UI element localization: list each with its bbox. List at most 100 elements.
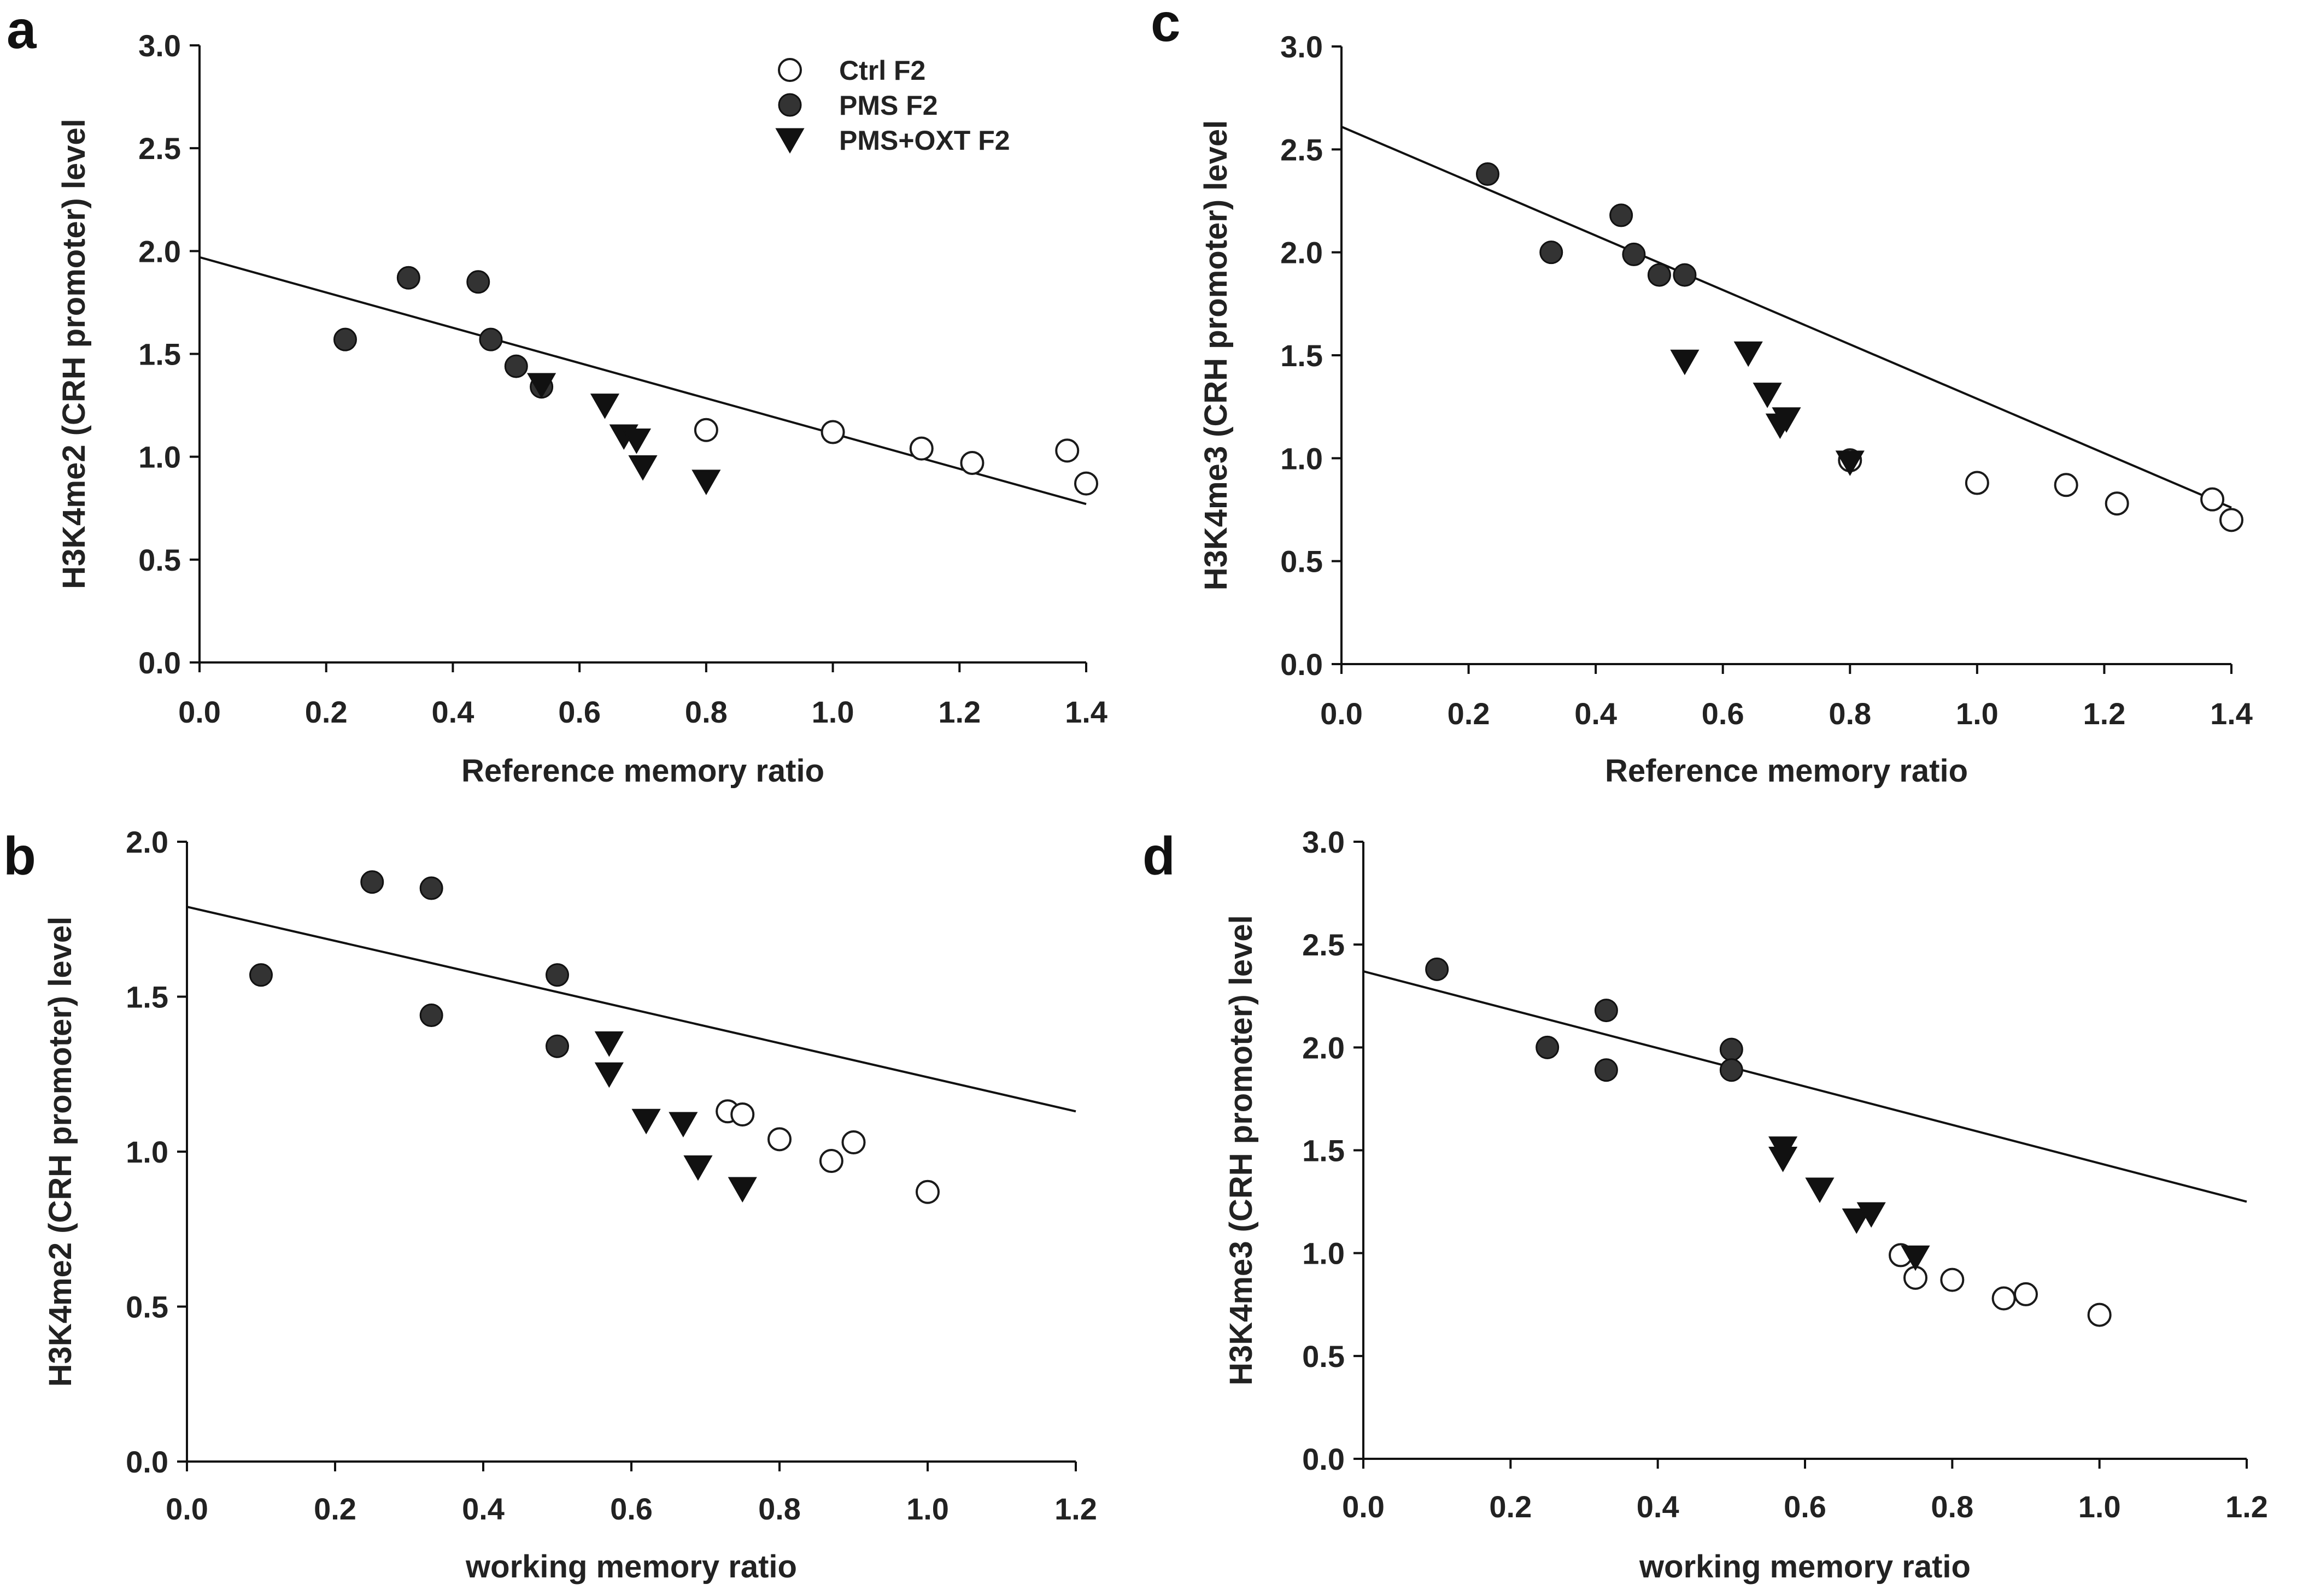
x-tick-label: 0.4 (1574, 696, 1617, 731)
legend-marker (778, 58, 802, 82)
y-axis-title: H3K4me2 (CRH promoter) level (56, 119, 92, 589)
data-point (360, 870, 384, 894)
x-tick-label: 0.8 (1829, 696, 1871, 731)
data-point (594, 1062, 624, 1088)
series-ctrl-f2 (694, 418, 1098, 496)
data-point (1609, 203, 1633, 227)
data-point (960, 450, 985, 475)
y-tick-label: 1.5 (126, 980, 168, 1014)
data-point (527, 373, 556, 398)
x-tick-label: 0.8 (758, 1492, 801, 1526)
data-point (590, 394, 620, 419)
data-point (2200, 487, 2225, 512)
series-pms-oxt-f2 (594, 1031, 757, 1203)
series-pms-f2 (1475, 162, 1697, 287)
y-tick-label: 1.0 (1280, 441, 1323, 476)
x-tick-label: 0.0 (166, 1492, 208, 1526)
data-point (1940, 1268, 1965, 1292)
data-point (631, 1108, 661, 1135)
x-tick-label: 1.2 (2225, 1489, 2268, 1524)
x-tick-label: 1.4 (2210, 696, 2253, 731)
x-axis-title: working memory ratio (465, 1549, 797, 1585)
data-point (1772, 407, 1801, 433)
panel-b: b 0.0 0.2 0.4 0.6 0.8 1.0 1.2 0.0 0.5 1.0 1.5 2.0 wor… (3, 825, 1097, 1585)
data-point (692, 470, 721, 495)
y-tick-label: 1.0 (1302, 1236, 1345, 1271)
data-point (1594, 999, 1618, 1023)
legend-marker (778, 93, 802, 117)
x-tick-label: 0.6 (610, 1492, 653, 1526)
series-pms-f2 (333, 266, 554, 399)
data-point (841, 1130, 866, 1154)
data-point (683, 1155, 713, 1181)
y-tick-label: 3.0 (1302, 825, 1345, 859)
data-point (728, 1177, 757, 1203)
series-pms-f2 (1425, 957, 1743, 1082)
data-point (1753, 383, 1782, 408)
data-point (1594, 1058, 1618, 1082)
data-point (1475, 162, 1499, 186)
regression-line (186, 906, 1076, 1113)
series-ctrl-f2 (716, 1099, 940, 1204)
data-point (2105, 491, 2129, 516)
data-point (1719, 1037, 1743, 1061)
x-tick-label: 1.0 (812, 695, 854, 729)
x-tick-label: 0.4 (462, 1492, 505, 1526)
legend-label: PMS F2 (839, 90, 938, 121)
panel-letter: d (1142, 826, 1175, 886)
series-ctrl-f2 (1889, 1243, 2112, 1327)
legend-label: PMS+OXT F2 (839, 125, 1010, 156)
panel-a: a 0.0 0.2 0.4 0.6 0.8 1.0 1.2 1.4 0.0 0.5 1.0 1.5 2.0… (7, 0, 1107, 789)
data-point (1539, 240, 1563, 265)
data-point (819, 1149, 843, 1173)
data-point (479, 327, 503, 351)
panel-letter: b (3, 826, 36, 886)
data-point (2014, 1282, 2038, 1306)
series-pms-f2 (249, 870, 569, 1058)
data-point (1425, 957, 1449, 981)
x-axis-title: working memory ratio (1639, 1549, 1971, 1585)
data-point (1055, 438, 1080, 463)
x-tick-label: 0.8 (1931, 1489, 1973, 1524)
y-axis-title: H3K4me3 (CRH promoter) level (1198, 120, 1234, 591)
panel-letter: c (1151, 0, 1181, 52)
data-point (1901, 1245, 1930, 1271)
data-point (1733, 341, 1763, 367)
data-point (1647, 263, 1671, 287)
data-point (628, 455, 658, 481)
x-tick-label: 1.2 (1054, 1492, 1097, 1526)
x-tick-label: 0.8 (685, 695, 728, 729)
data-point (2219, 508, 2243, 532)
data-point (694, 418, 718, 442)
legend-marker (775, 128, 805, 154)
x-tick-label: 1.4 (1065, 695, 1107, 729)
x-tick-label: 0.6 (1784, 1489, 1826, 1524)
y-tick-label: 2.0 (1302, 1030, 1345, 1065)
data-point (466, 270, 490, 294)
data-point (2087, 1302, 2112, 1327)
data-point (1670, 349, 1700, 375)
x-axis-title: Reference memory ratio (461, 753, 824, 789)
y-tick-label: 3.0 (1280, 30, 1323, 64)
y-tick-label: 3.0 (138, 28, 181, 63)
y-tick-label: 2.5 (1302, 928, 1345, 962)
data-point (669, 1112, 698, 1137)
y-tick-label: 2.0 (126, 825, 168, 859)
y-tick-label: 1.5 (1302, 1134, 1345, 1168)
data-point (916, 1180, 940, 1204)
data-point (1991, 1286, 2016, 1311)
legend: Ctrl F2 PMS F2 PMS+OXT F2 (775, 55, 1010, 156)
x-tick-label: 0.6 (558, 695, 601, 729)
x-tick-label: 0.4 (431, 695, 474, 729)
y-tick-label: 2.0 (1280, 236, 1323, 270)
x-tick-label: 0.2 (314, 1492, 356, 1526)
data-point (1835, 450, 1865, 476)
data-point (504, 354, 528, 378)
data-point (1768, 1147, 1798, 1172)
regression-line (1363, 970, 2247, 1203)
y-tick-label: 0.5 (138, 543, 181, 577)
y-tick-label: 0.5 (1280, 544, 1323, 579)
data-point (594, 1031, 624, 1057)
data-point (909, 436, 934, 461)
x-tick-label: 0.0 (1342, 1489, 1385, 1524)
